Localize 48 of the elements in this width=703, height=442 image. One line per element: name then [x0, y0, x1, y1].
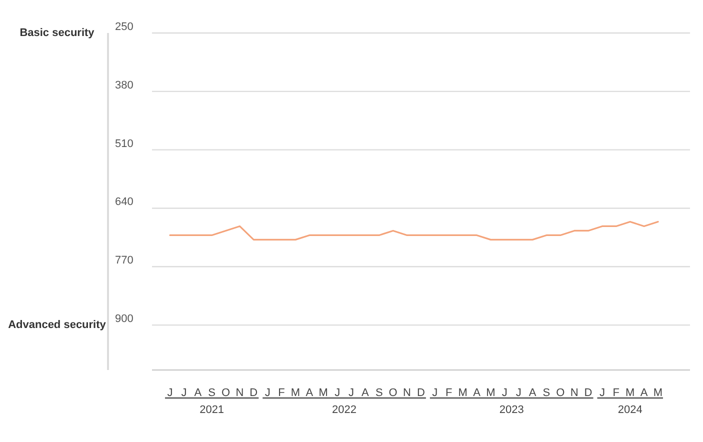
x-tick-label: A [194, 386, 202, 399]
text: Advanced security [8, 319, 107, 332]
x-tick-label: M [290, 386, 300, 399]
x-tick-label: A [528, 386, 537, 399]
text: 2024 [618, 404, 642, 416]
x-tick-label: J [181, 386, 187, 399]
x-tick-label: J [167, 386, 173, 399]
text: 2022 [332, 404, 357, 416]
x-tick-label: A [473, 386, 482, 399]
x-tick-label: D [584, 386, 592, 399]
y-tick-label: 640 [115, 196, 134, 208]
x-tick-label: A [306, 386, 314, 399]
y-tick-label: 250 [115, 21, 134, 33]
x-tick-label: J [516, 386, 522, 399]
x-tick-label: O [556, 386, 566, 399]
x-tick-label: A [362, 386, 370, 399]
x-tick-label: J [348, 386, 354, 399]
x-tick-label: F [278, 386, 286, 399]
x-tick-label: S [375, 386, 383, 399]
x-tick-label: N [236, 386, 244, 399]
x-tick-label: M [318, 386, 328, 399]
x-tick-label: S [542, 386, 550, 399]
text: 2021 [200, 404, 224, 416]
y-tick-label: 510 [115, 138, 134, 150]
x-tick-label: J [334, 386, 340, 399]
x-tick-label: N [570, 386, 578, 399]
x-tick-label: M [458, 386, 468, 399]
x-tick-label: D [250, 386, 258, 399]
y-tick-label: 900 [115, 313, 134, 326]
x-tick-label: F [612, 386, 620, 399]
y-tick-label: 380 [115, 79, 134, 92]
x-tick-label: D [416, 386, 425, 399]
y-tick-label: 770 [115, 254, 134, 267]
x-tick-label: A [640, 386, 648, 399]
x-tick-label: S [208, 386, 216, 399]
x-tick-label: J [264, 386, 270, 399]
x-tick-label: J [599, 386, 605, 399]
x-tick-label: M [626, 386, 635, 399]
x-tick-label: F [445, 386, 452, 399]
x-tick-label: J [432, 386, 438, 399]
x-tick-label: O [388, 386, 398, 399]
x-tick-label: M [486, 386, 496, 399]
x-tick-label: N [403, 386, 412, 399]
x-tick-label: M [653, 386, 663, 399]
x-tick-label: J [502, 386, 508, 399]
text: Basic security [20, 27, 96, 39]
text: 2023 [499, 404, 524, 416]
x-tick-label: O [221, 386, 230, 399]
